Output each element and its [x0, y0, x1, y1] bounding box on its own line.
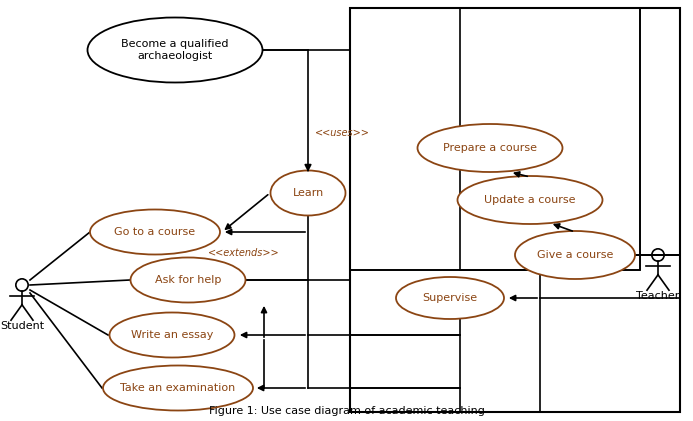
Bar [460, 8, 640, 270]
Ellipse shape [103, 365, 253, 410]
Bar [350, 270, 540, 412]
Text: Teacher: Teacher [636, 291, 680, 301]
Ellipse shape [396, 277, 504, 319]
Text: Ask for help: Ask for help [155, 275, 221, 285]
Text: Update a course: Update a course [484, 195, 576, 205]
Text: Student: Student [0, 321, 44, 331]
Ellipse shape [90, 210, 220, 255]
Text: Go to a course: Go to a course [114, 227, 195, 237]
Ellipse shape [109, 312, 234, 357]
Text: <<uses>>: <<uses>> [315, 128, 370, 138]
Text: <<extends>>: <<extends>> [208, 248, 279, 258]
Ellipse shape [417, 124, 563, 172]
Ellipse shape [87, 18, 263, 83]
Text: Supervise: Supervise [423, 293, 477, 303]
Ellipse shape [130, 258, 245, 303]
Text: Write an essay: Write an essay [131, 330, 213, 340]
Ellipse shape [515, 231, 635, 279]
Ellipse shape [270, 171, 346, 216]
Text: Prepare a course: Prepare a course [443, 143, 537, 153]
Bar [350, 8, 640, 270]
Text: Give a course: Give a course [537, 250, 613, 260]
Bar [350, 8, 680, 412]
Ellipse shape [457, 176, 602, 224]
Text: Take an examination: Take an examination [121, 383, 236, 393]
Text: Become a qualified
archaeologist: Become a qualified archaeologist [121, 39, 229, 61]
Text: Figure 1: Use case diagram of academic teaching: Figure 1: Use case diagram of academic t… [209, 406, 484, 416]
Text: Learn: Learn [292, 188, 324, 198]
